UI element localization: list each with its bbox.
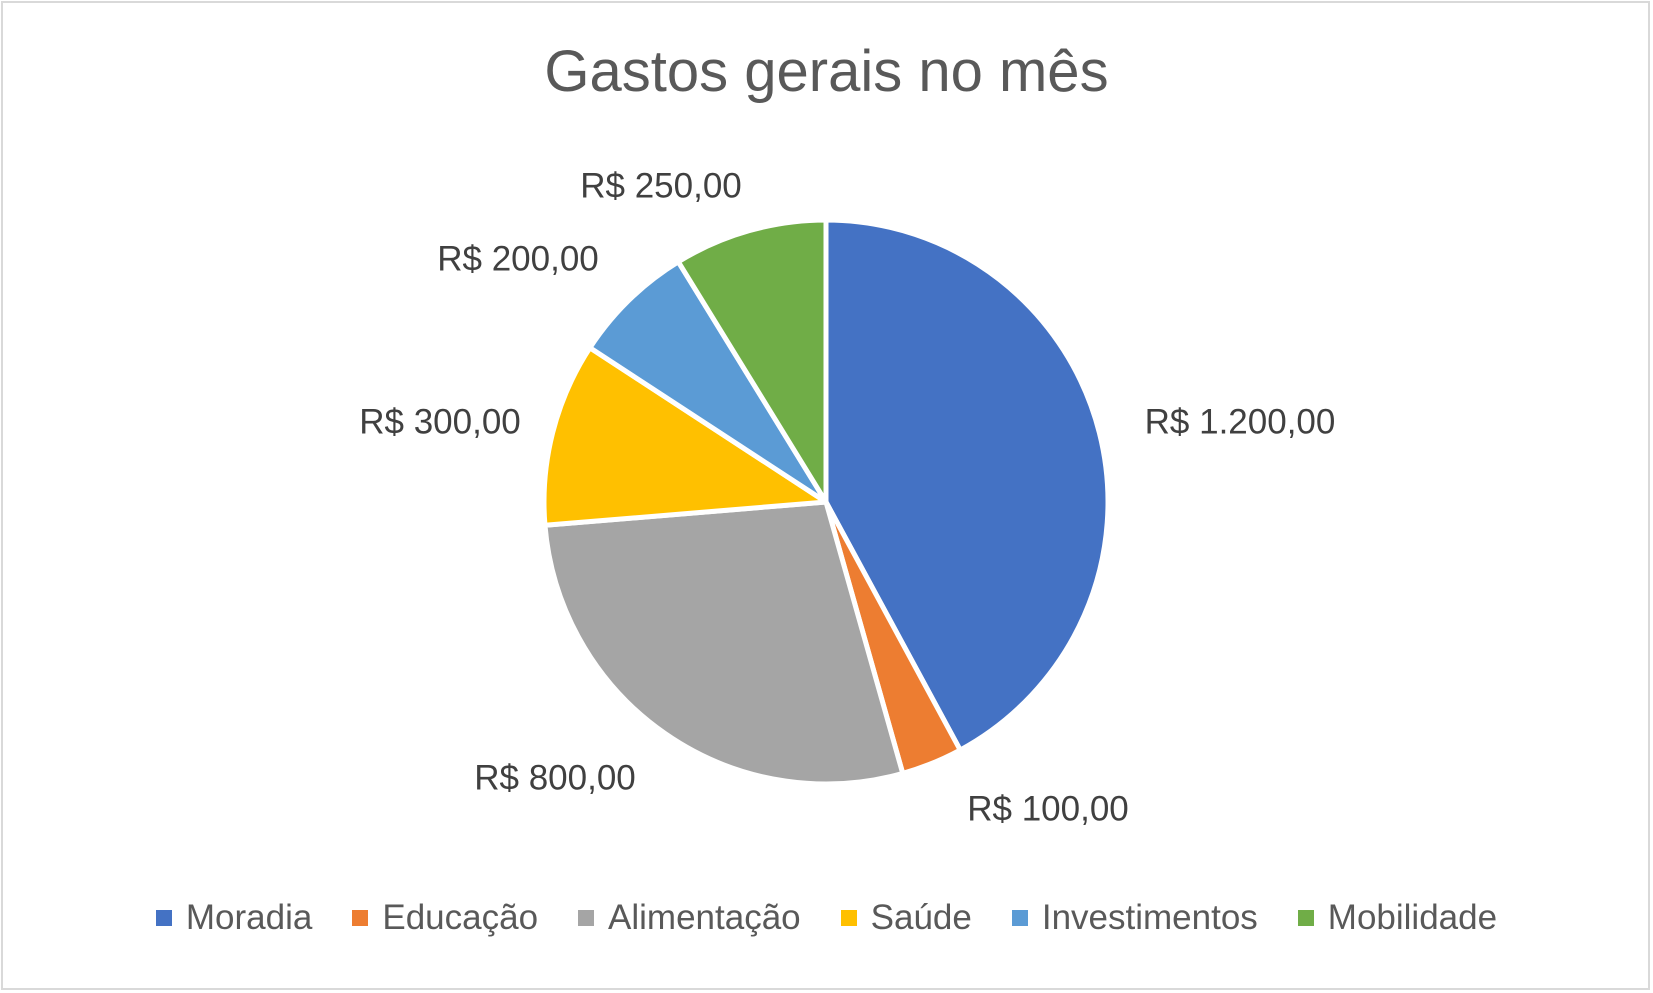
pie-slice-saude [541, 345, 829, 528]
legend-label: Educação [382, 898, 539, 937]
legend-swatch [352, 910, 369, 926]
pie-slice-alimentacao [542, 499, 906, 787]
data-label: R$ 100,00 [967, 789, 1129, 828]
legend-swatch [578, 910, 595, 926]
legend-label: Alimentação [608, 898, 801, 937]
legend-item: Moradia [155, 898, 313, 938]
pie-slice-mobilidade [675, 217, 829, 505]
pie-slice-moradia [823, 217, 1111, 753]
legend-item: Saúde [840, 898, 972, 938]
data-label: R$ 200,00 [437, 239, 599, 278]
legend-label: Mobilidade [1327, 898, 1498, 937]
data-label: R$ 300,00 [359, 402, 521, 441]
legend-swatch [1011, 910, 1028, 926]
legend-swatch [1297, 910, 1314, 926]
data-label: R$ 250,00 [580, 166, 742, 205]
legend-item: Educação [352, 898, 538, 938]
legend-item: Alimentação [578, 898, 801, 938]
legend: Moradia Educação Alimentação Saúde Investime… [0, 898, 1653, 938]
legend-item: Mobilidade [1297, 898, 1498, 938]
legend-label: Saúde [870, 898, 972, 937]
legend-swatch [840, 910, 857, 926]
legend-item: Investimentos [1011, 898, 1258, 938]
legend-label: Investimentos [1041, 898, 1258, 937]
chart-title: Gastos gerais no mês [544, 39, 1109, 104]
data-label: R$ 800,00 [474, 758, 636, 797]
legend-swatch [155, 910, 172, 926]
data-label: R$ 1.200,00 [1145, 402, 1336, 441]
legend-label: Moradia [185, 898, 313, 937]
